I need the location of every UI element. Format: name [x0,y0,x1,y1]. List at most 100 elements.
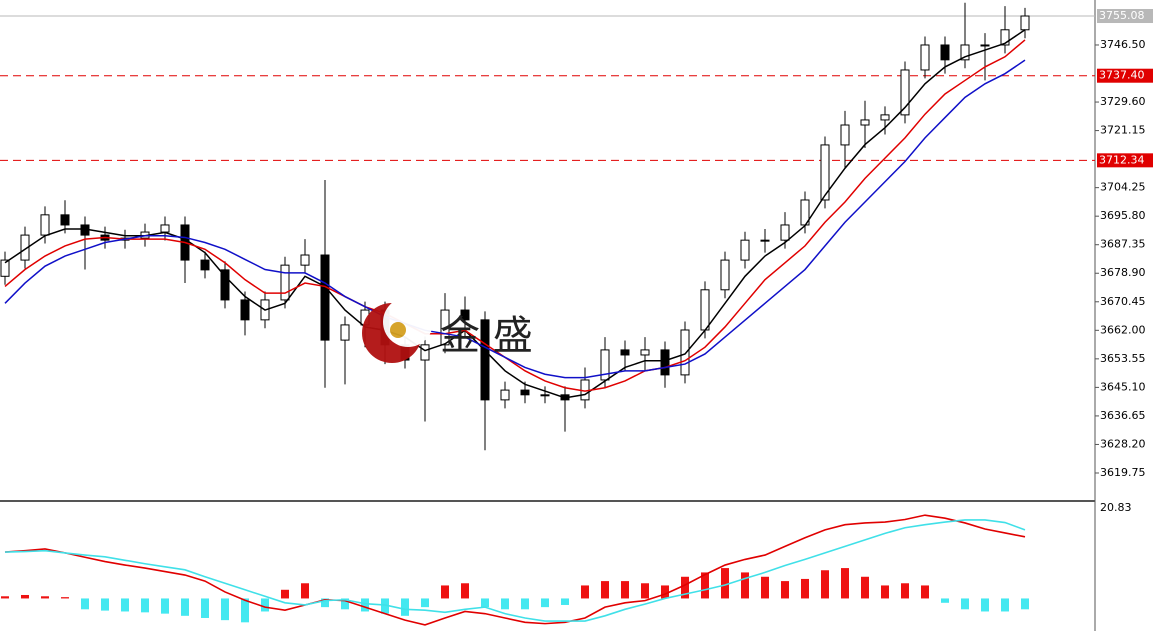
histogram-bar [861,576,869,599]
y-tick-label: 3628.20 [1100,437,1146,450]
candle-body [760,239,770,242]
histogram-bar [681,576,689,599]
histogram-bar [21,594,29,599]
candle-body [840,124,850,146]
candle-body [720,259,730,291]
candle-body [880,114,890,121]
histogram-bar [441,585,449,599]
candle-body [0,259,10,277]
histogram-bar [161,598,169,614]
candle-body [160,224,170,233]
candle-body [520,389,530,396]
histogram-bar [501,598,509,610]
histogram-bar [601,581,609,599]
macd-line [4,519,1026,622]
level-label: 3737.40 [1099,69,1145,82]
y-tick-label: 3746.50 [1100,38,1146,51]
candle-body [680,329,690,376]
histogram-bar [561,598,569,605]
candle-body [780,224,790,241]
candle-body [600,349,610,381]
histogram-bar [141,598,149,613]
histogram-bar [301,583,309,599]
histogram-bar [421,598,429,608]
y-tick-label: 3704.25 [1100,181,1146,194]
candle-body [340,324,350,341]
histogram-bar [241,598,249,623]
y-tick-label: 3645.10 [1100,380,1146,393]
candle-body [440,309,450,346]
histogram-bar [81,598,89,610]
histogram-bar [621,581,629,599]
candle-body [1000,29,1010,46]
histogram-bar [521,598,529,610]
histogram-bar [401,598,409,616]
y-tick-label: 3721.15 [1100,124,1146,137]
histogram-bar [41,596,49,599]
candle-body [40,214,50,236]
candle-body [700,289,710,331]
candle-body [940,44,950,61]
histogram-bar [721,568,729,599]
candle-body [960,44,970,61]
candle-body [480,319,490,401]
histogram-bar [261,598,269,612]
level-label-box [1097,153,1153,168]
histogram-bar [341,598,349,610]
candle-body [280,264,290,301]
histogram-bar [701,572,709,599]
y-tick-label: 3662.00 [1100,323,1146,336]
histogram-bar [461,583,469,599]
histogram-bar [581,585,589,599]
candle-body [740,239,750,261]
histogram-bar [761,576,769,599]
histogram-bar [281,589,289,599]
histogram-bar [921,585,929,599]
level-label-box [1097,68,1153,83]
level-label: 3712.34 [1099,153,1145,166]
histogram-bar [881,585,889,599]
histogram-bar [981,598,989,612]
y-tick-label: 3687.35 [1100,238,1146,251]
histogram-bar [1,596,9,599]
histogram-bar [1001,598,1009,612]
candle-body [300,254,310,266]
histogram-bar [821,570,829,599]
candle-body [60,214,70,226]
histogram-bar [381,598,389,614]
y-tick-label: 3670.45 [1100,295,1146,308]
y-tick-label: 3653.55 [1100,352,1146,365]
histogram-bar [121,598,129,612]
logo-dot [390,322,406,338]
y-tick-label: 3619.75 [1100,466,1146,479]
histogram-bar [841,568,849,599]
candle-body [900,69,910,116]
y-tick-label: 20.83 [1100,501,1132,514]
macd-line [4,514,1026,626]
candle-body [860,119,870,126]
logo-crescent [383,297,433,347]
histogram-bar [481,598,489,608]
histogram-bar [201,598,209,618]
y-tick-label: 3695.80 [1100,209,1146,222]
candle-body [240,299,250,321]
histogram-bar [661,585,669,599]
candle-body [500,389,510,401]
logo [362,297,433,363]
histogram-bar [641,583,649,599]
y-tick-label: 3636.65 [1100,409,1146,422]
candle-body [200,259,210,271]
histogram-bar [101,598,109,611]
candle-body [1020,15,1030,31]
candle-body [640,349,650,356]
histogram-bar [181,598,189,616]
histogram-bar [61,597,69,599]
histogram-bar [901,583,909,599]
histogram-bar [321,598,329,608]
watermark: 金 盛 [440,313,533,359]
histogram-bar [221,598,229,621]
y-tick-label: 3729.60 [1100,95,1146,108]
moving-average [4,29,1026,399]
